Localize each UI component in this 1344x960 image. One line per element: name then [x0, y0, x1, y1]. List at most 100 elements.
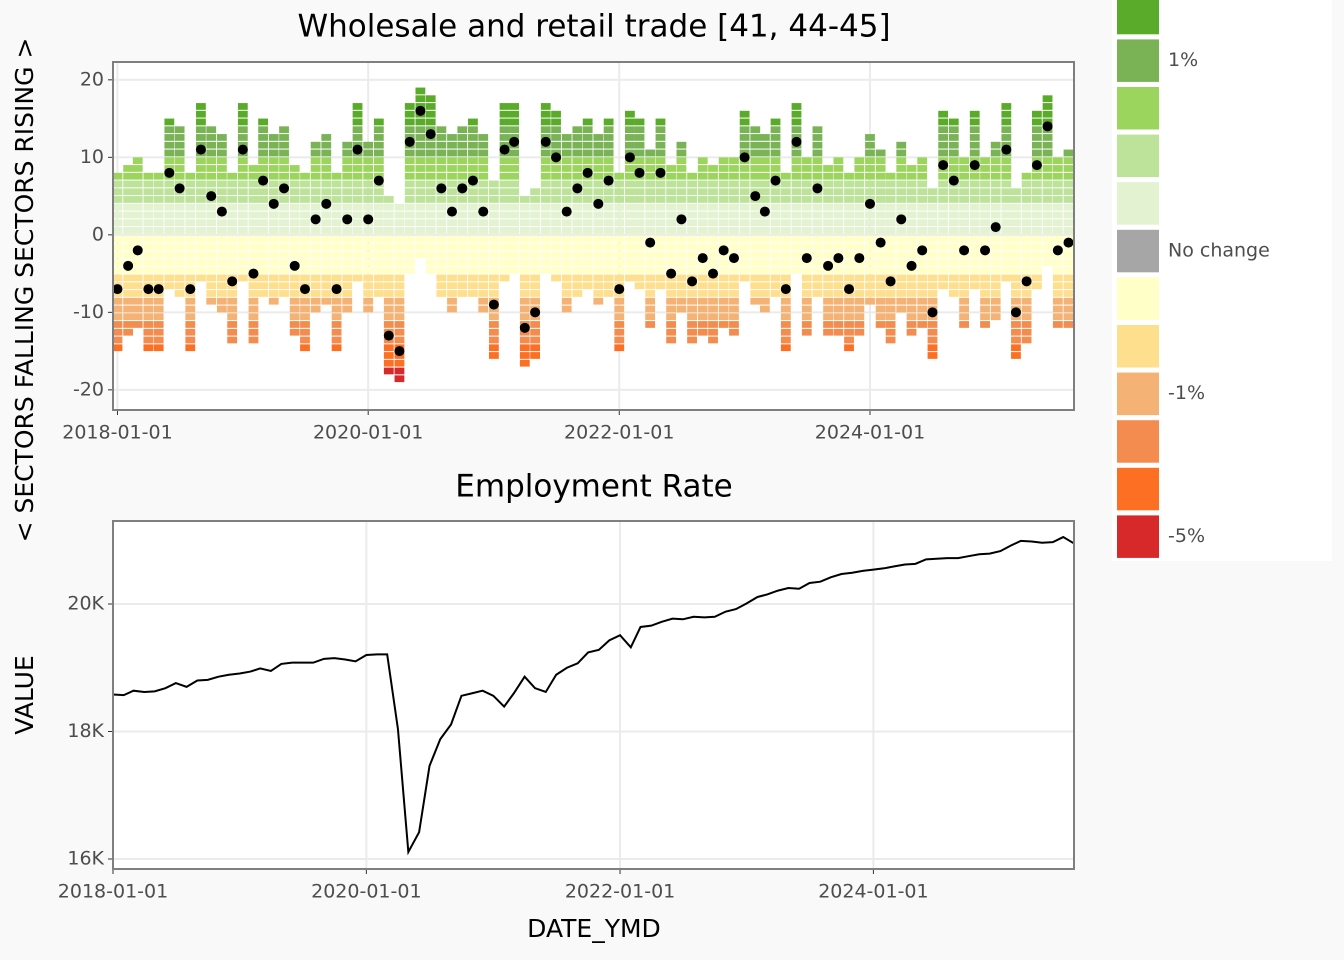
tile: [468, 211, 478, 219]
tile: [279, 251, 289, 259]
tile: [383, 321, 394, 328]
tile: [603, 243, 614, 251]
tile: [927, 259, 938, 266]
tile: [906, 282, 917, 290]
tile: [1001, 219, 1012, 227]
tile: [415, 172, 426, 180]
tile: [216, 196, 227, 203]
tile: [394, 219, 405, 227]
tile: [614, 328, 625, 336]
tile: [394, 359, 405, 367]
tile: [143, 321, 154, 328]
tile: [123, 211, 134, 219]
tile: [352, 227, 363, 234]
tile: [300, 196, 310, 203]
tile: [770, 243, 781, 251]
tile: [206, 243, 217, 251]
tile: [268, 165, 279, 172]
tile: [896, 259, 907, 266]
tile: [112, 196, 123, 203]
tile: [759, 219, 770, 227]
tile: [593, 134, 604, 141]
tile: [990, 243, 1001, 251]
tile: [750, 180, 761, 188]
tile: [373, 266, 384, 274]
tile: [457, 149, 468, 157]
tile: [342, 251, 353, 259]
tile: [185, 235, 196, 243]
tile: [823, 235, 833, 243]
tile: [718, 165, 729, 172]
tile: [969, 274, 980, 282]
tile: [603, 251, 614, 259]
tile: [196, 203, 206, 211]
tile: [530, 344, 541, 352]
tile: [614, 203, 625, 211]
tile: [551, 110, 561, 118]
tile: [739, 227, 750, 234]
tile: [352, 134, 363, 141]
tile: [927, 282, 938, 290]
tile: [718, 157, 729, 165]
tile: [759, 149, 770, 157]
tile: [948, 141, 959, 149]
tile: [1042, 165, 1053, 172]
tile: [509, 266, 520, 274]
tile: [153, 251, 164, 259]
y-tick-label: 16K: [67, 847, 104, 869]
tile: [488, 188, 499, 196]
tile: [1021, 188, 1032, 196]
tile: [561, 266, 572, 274]
tile: [718, 219, 729, 227]
tile: [478, 266, 489, 274]
tile: [300, 243, 310, 251]
tile: [153, 243, 164, 251]
tile: [268, 290, 279, 297]
tile: [174, 274, 185, 282]
tile: [959, 157, 969, 165]
tile: [750, 126, 761, 134]
tile: [123, 290, 134, 297]
tile: [185, 344, 196, 352]
tile: [447, 196, 457, 203]
tile: [561, 165, 572, 172]
tile: [759, 157, 770, 165]
tile: [959, 297, 969, 305]
tile: [425, 235, 436, 243]
tile: [750, 227, 761, 234]
legend-label: 1%: [1168, 49, 1198, 71]
tile: [112, 297, 123, 305]
tile: [625, 141, 635, 149]
tile: [729, 211, 739, 219]
tile: [812, 165, 823, 172]
legend-swatch: [1117, 229, 1159, 273]
tile: [634, 196, 645, 203]
tile: [1032, 251, 1042, 259]
tile: [331, 243, 342, 251]
tile: [457, 203, 468, 211]
legend-swatch: [1117, 325, 1159, 368]
tile: [980, 180, 990, 188]
tile: [697, 227, 708, 234]
tile: [1052, 235, 1063, 243]
tile: [634, 259, 645, 266]
tile: [980, 172, 990, 180]
tile: [645, 266, 656, 274]
tile: [342, 259, 353, 266]
tile: [342, 305, 353, 313]
tile: [237, 118, 248, 126]
tile: [279, 266, 289, 274]
tile: [697, 180, 708, 188]
tile: [906, 172, 917, 180]
net-dot: [352, 144, 363, 155]
tile: [1063, 321, 1074, 328]
tile: [1032, 126, 1042, 134]
net-dot: [268, 198, 279, 209]
net-dot: [310, 214, 321, 225]
tile: [530, 203, 541, 211]
tile: [980, 227, 990, 234]
net-dot: [551, 152, 562, 163]
tile: [383, 359, 394, 367]
tile: [436, 274, 447, 282]
tile: [1042, 141, 1053, 149]
